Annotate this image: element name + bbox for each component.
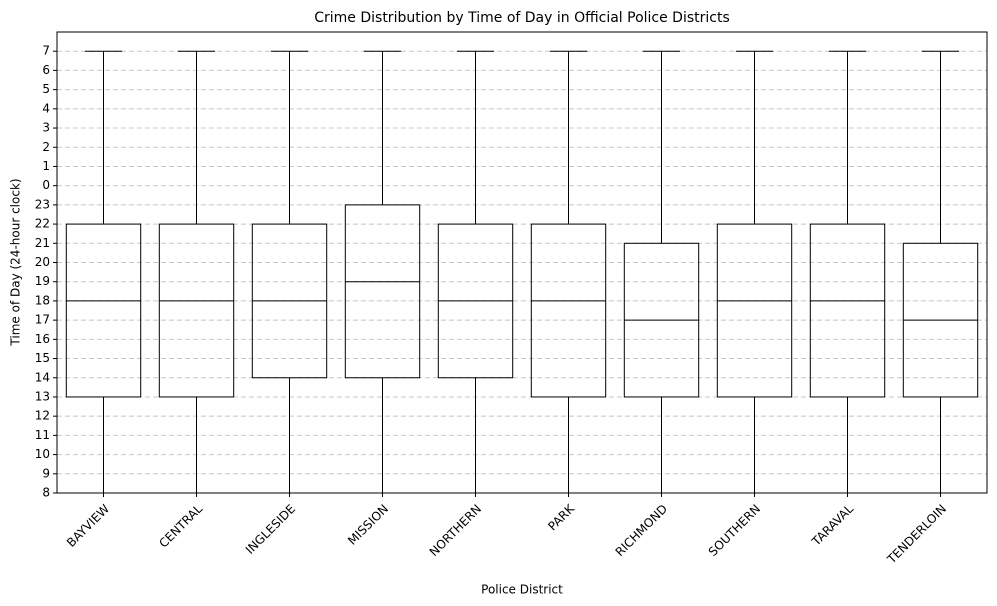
box xyxy=(65,223,142,398)
y-tick-label: 19 xyxy=(35,274,50,288)
y-tick-label: 0 xyxy=(42,178,50,192)
y-tick-label: 17 xyxy=(35,313,50,327)
y-tick-label: 4 xyxy=(42,101,50,115)
x-tick-label: NORTHERN xyxy=(427,502,484,559)
box xyxy=(809,223,886,398)
x-axis-label: Police District xyxy=(481,583,563,597)
y-tick-label: 15 xyxy=(35,351,50,365)
y-tick-label: 14 xyxy=(35,370,50,384)
y-tick-label: 5 xyxy=(42,82,50,96)
x-tick-label: RICHMOND xyxy=(613,502,670,559)
y-tick-label: 20 xyxy=(35,255,50,269)
y-tick-label: 8 xyxy=(42,486,50,500)
y-tick-label: 1 xyxy=(42,159,50,173)
box xyxy=(716,223,793,398)
y-tick-label: 6 xyxy=(42,63,50,77)
x-tick-label: SOUTHERN xyxy=(706,502,763,559)
y-tick-label: 7 xyxy=(42,44,50,58)
box xyxy=(158,223,235,398)
box xyxy=(344,204,421,379)
x-tick-label: INGLESIDE xyxy=(243,502,298,557)
y-tick-label: 10 xyxy=(35,447,50,461)
x-tick-label: BAYVIEW xyxy=(64,502,112,550)
chart-title: Crime Distribution by Time of Day in Off… xyxy=(314,10,730,26)
y-tick-label: 12 xyxy=(35,409,50,423)
y-tick-label: 3 xyxy=(42,121,50,135)
y-tick-label: 11 xyxy=(35,428,50,442)
y-tick-label: 13 xyxy=(35,389,50,403)
y-tick-label: 21 xyxy=(35,236,50,250)
box xyxy=(530,223,607,398)
y-tick-label: 2 xyxy=(42,140,50,154)
y-tick-label: 16 xyxy=(35,332,50,346)
y-tick-label: 23 xyxy=(35,197,50,211)
y-tick-label: 9 xyxy=(42,466,50,480)
x-tick-label: MISSION xyxy=(345,502,391,548)
y-axis-label: Time of Day (24-hour clock) xyxy=(9,178,23,346)
x-tick-label: PARK xyxy=(545,501,578,534)
plot-frame xyxy=(56,31,988,494)
x-tick-label: CENTRAL xyxy=(156,501,205,550)
x-tick-label: TARAVAL xyxy=(809,501,857,549)
y-tick-label: 18 xyxy=(35,293,50,307)
x-tick-label: TENDERLOIN xyxy=(884,502,949,567)
y-tick-label: 22 xyxy=(35,217,50,231)
